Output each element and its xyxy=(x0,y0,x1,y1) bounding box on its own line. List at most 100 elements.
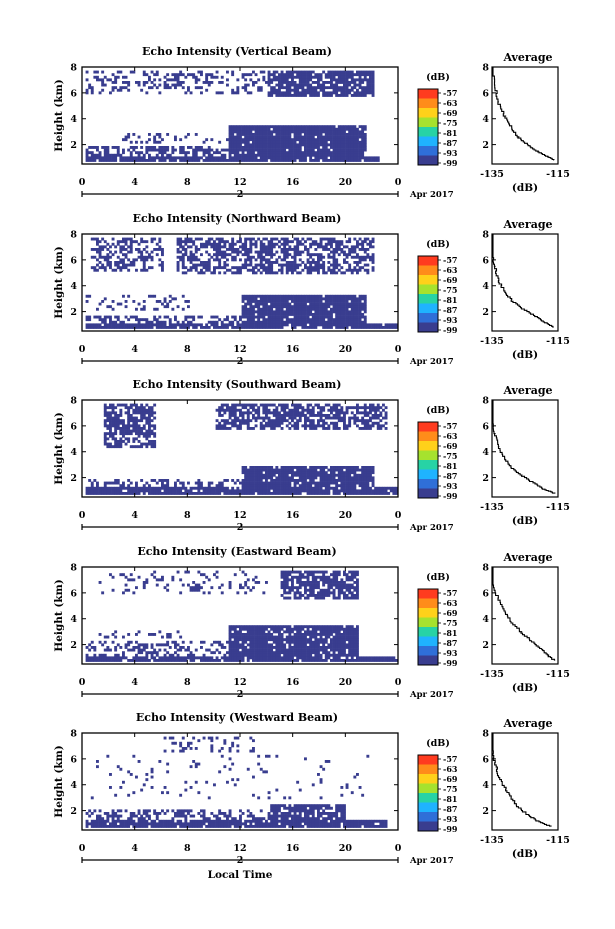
heatmap-cell xyxy=(174,75,177,79)
heatmap-cell xyxy=(150,240,154,244)
heatmap-cell xyxy=(184,75,188,79)
heatmap-cell xyxy=(213,323,216,327)
heatmap-cell xyxy=(181,486,185,490)
heatmap-cell xyxy=(384,406,388,410)
heatmap-cell xyxy=(137,159,141,162)
heatmap-cell xyxy=(314,73,318,77)
heatmap-cell xyxy=(228,156,232,160)
heatmap-cell xyxy=(293,266,297,270)
heatmap-cell xyxy=(119,250,123,254)
heatmap-cell xyxy=(259,263,263,267)
heatmap-cell xyxy=(363,138,367,142)
heatmap-cell xyxy=(314,266,318,270)
heatmap-cell xyxy=(137,630,141,634)
heatmap-cell xyxy=(317,156,320,160)
heatmap-cell xyxy=(244,486,248,490)
heatmap-cell xyxy=(340,125,344,129)
heatmap-cell xyxy=(103,635,107,639)
heatmap-cell xyxy=(179,240,183,244)
heatmap-cell xyxy=(85,78,89,82)
heatmap-cell xyxy=(90,248,94,251)
heatmap-cell xyxy=(197,479,201,482)
heatmap-cell xyxy=(278,424,281,428)
heatmap-cell xyxy=(215,427,219,430)
heatmap-cell xyxy=(179,242,183,246)
heatmap-cell xyxy=(181,151,185,155)
heatmap-cell xyxy=(252,471,255,475)
heatmap-cell xyxy=(361,419,365,423)
heatmap-cell xyxy=(309,479,313,482)
heatmap-cell xyxy=(361,471,365,475)
heatmap-cell xyxy=(244,263,248,267)
heatmap-cell xyxy=(116,421,120,425)
average-title: Average xyxy=(502,218,552,231)
heatmap-cell xyxy=(223,492,227,495)
heatmap-cell xyxy=(285,261,289,264)
heatmap-cell xyxy=(340,419,344,423)
heatmap-cell xyxy=(340,88,344,92)
heatmap-cell xyxy=(337,75,341,79)
heatmap-cell xyxy=(275,419,279,423)
heatmap-cell xyxy=(119,403,123,407)
heatmap-cell xyxy=(200,146,203,149)
heatmap-cell xyxy=(101,81,105,84)
heatmap-cell xyxy=(288,408,292,412)
heatmap-cell xyxy=(218,253,222,257)
heatmap-cell xyxy=(262,135,266,139)
heatmap-cell xyxy=(330,78,333,82)
heatmap-cell xyxy=(158,237,162,241)
heatmap-cell xyxy=(192,492,196,495)
heatmap-cell xyxy=(314,138,318,142)
heatmap-cell xyxy=(304,146,307,149)
heatmap-cell xyxy=(330,70,333,74)
heatmap-cell xyxy=(90,266,94,270)
heatmap-cell xyxy=(309,421,313,425)
heatmap-cell xyxy=(317,294,320,298)
heatmap-cell xyxy=(332,486,336,490)
heatmap-cell xyxy=(298,86,302,90)
heatmap-cell xyxy=(129,640,133,644)
heatmap-cell xyxy=(236,492,240,495)
heatmap-cell xyxy=(324,302,328,306)
heatmap-cell xyxy=(194,248,198,251)
heatmap-cell xyxy=(304,416,307,420)
heatmap-cell xyxy=(309,255,313,259)
heatmap-cell xyxy=(291,70,294,74)
heatmap-cell xyxy=(254,297,258,301)
heatmap-cell xyxy=(187,86,190,90)
heatmap-cell xyxy=(262,408,266,412)
heatmap-cell xyxy=(181,492,185,495)
heatmap-cell xyxy=(353,81,357,84)
heatmap-cell xyxy=(371,481,375,485)
heatmap-cell xyxy=(376,489,380,493)
heatmap-cell xyxy=(231,266,235,270)
colorbar-unit: (dB) xyxy=(426,405,450,416)
heatmap-cell xyxy=(304,318,307,322)
heatmap-cell xyxy=(283,156,287,160)
heatmap-cell xyxy=(90,255,94,259)
heatmap-cell xyxy=(103,240,107,244)
heatmap-cell xyxy=(119,440,123,443)
heatmap-cell xyxy=(358,159,362,162)
heatmap-cell xyxy=(319,237,323,241)
colorbar-segment xyxy=(418,303,438,314)
heatmap-cell xyxy=(231,245,235,249)
heatmap-cell xyxy=(228,414,232,417)
heatmap-cell xyxy=(314,146,318,149)
heatmap-cell xyxy=(259,326,263,329)
heatmap-cell xyxy=(103,148,107,152)
heatmap-cell xyxy=(98,656,102,660)
heatmap-cell xyxy=(319,411,323,415)
heatmap-cell xyxy=(179,138,183,142)
heatmap-cell xyxy=(233,250,237,254)
heatmap-cell xyxy=(296,403,300,407)
heatmap-cell xyxy=(319,323,323,327)
heatmap-cell xyxy=(376,414,380,417)
heatmap-cell xyxy=(223,153,227,157)
heatmap-cell xyxy=(103,489,107,493)
heatmap-cell xyxy=(353,130,357,134)
heatmap-cell xyxy=(327,427,331,430)
heatmap-cell xyxy=(207,153,211,157)
heatmap-cell xyxy=(127,88,131,92)
